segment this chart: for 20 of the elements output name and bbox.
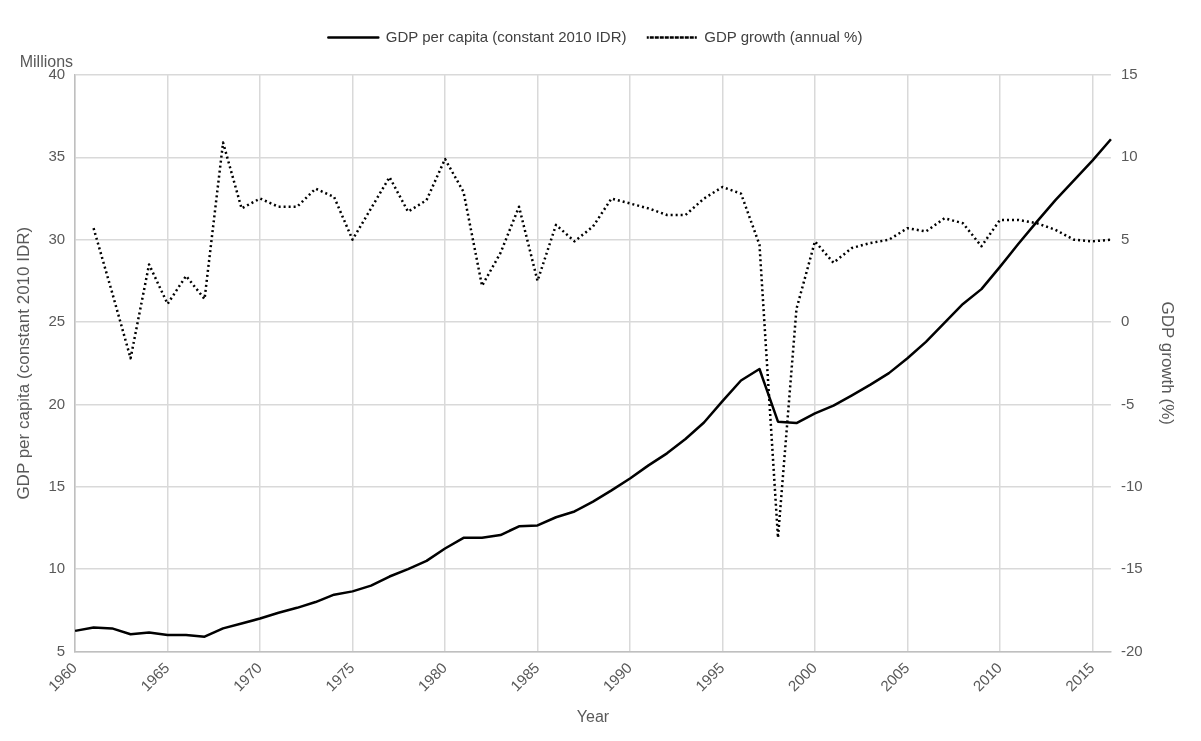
y-tick-label: 15 <box>48 476 66 494</box>
y-tick-label: 10 <box>48 559 66 577</box>
y2-tick-label: 0 <box>1120 312 1130 330</box>
y2-tick-label: 15 <box>1120 65 1138 83</box>
y2-tick-label: 5 <box>1120 229 1130 247</box>
y-tick-label: 30 <box>48 229 66 247</box>
y-tick-label: 25 <box>48 312 66 330</box>
y-tick-label: 20 <box>48 394 66 412</box>
y2-tick-label: -5 <box>1120 394 1135 412</box>
y-axis-title: GDP per capita (constant 2010 IDR) <box>13 226 33 500</box>
y2-tick-label: 10 <box>1120 147 1138 165</box>
y-tick-label: 35 <box>48 147 66 165</box>
legend-label: GDP growth (annual %) <box>704 27 863 45</box>
legend-label: GDP per capita (constant 2010 IDR) <box>385 27 627 45</box>
y-tick-label: 5 <box>56 641 66 659</box>
y2-tick-label: -10 <box>1120 476 1143 494</box>
y2-axis-title: GDP growth (%) <box>1158 301 1178 425</box>
y2-tick-label: -20 <box>1120 641 1143 659</box>
x-axis-title: Year <box>576 707 610 725</box>
y2-tick-label: -15 <box>1120 559 1143 577</box>
